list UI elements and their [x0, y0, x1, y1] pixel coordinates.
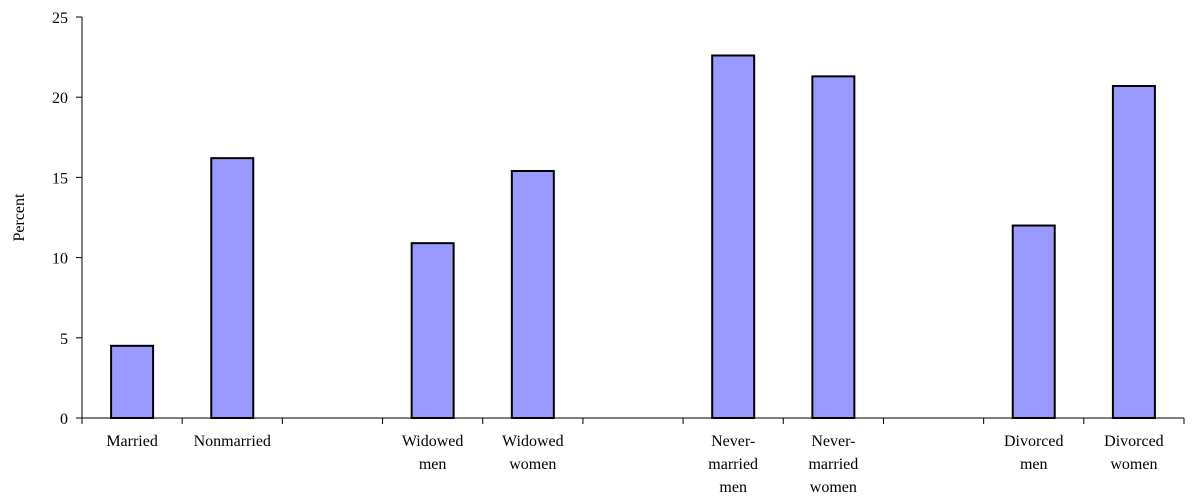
x-category-label-line: Divorced	[1104, 433, 1164, 450]
x-category-label: Never-married men	[708, 433, 758, 496]
x-category-label-line: men	[1020, 456, 1048, 473]
x-category-label-line: men	[419, 456, 447, 473]
x-category-label-line: women	[509, 456, 556, 473]
x-category-label-line: women	[1110, 456, 1157, 473]
bar	[410, 242, 455, 419]
bars	[110, 54, 1156, 420]
x-category-label-line: Widowed	[502, 433, 564, 450]
x-category-label-line: Never-	[711, 433, 755, 450]
x-axis	[81, 417, 1185, 424]
x-category-label-line: Never-	[811, 433, 855, 450]
bar	[1111, 84, 1156, 420]
x-category-label: Married	[106, 433, 158, 450]
bar	[711, 54, 756, 419]
y-axis: 0 5 10 15 20 25	[52, 10, 83, 428]
y-tick-label: 0	[60, 411, 68, 428]
x-category-label: Never-married women	[808, 433, 858, 496]
x-category-label: Divorced women	[1104, 433, 1164, 473]
x-category-label: Divorced men	[1004, 433, 1064, 473]
x-category-label-line: Married	[106, 433, 158, 450]
x-category-label: Widowed men	[402, 433, 464, 473]
x-category-label-line: Nonmarried	[194, 433, 271, 450]
x-category-label-line: Widowed	[402, 433, 464, 450]
bar	[811, 75, 856, 420]
x-category-label-line: Divorced	[1004, 433, 1064, 450]
x-category-label-line: married	[808, 456, 858, 473]
y-tick-label: 20	[52, 90, 68, 107]
x-category-label-line: men	[719, 479, 747, 496]
y-tick-label: 10	[52, 251, 68, 268]
y-tick-label: 25	[52, 10, 68, 27]
bar	[1011, 224, 1056, 419]
bar	[510, 169, 555, 419]
x-category-label-line: women	[810, 479, 857, 496]
y-tick-label: 15	[52, 170, 68, 187]
y-axis-title: Percent	[11, 193, 28, 242]
y-tick-label: 5	[60, 331, 68, 348]
x-category-label: Nonmarried	[194, 433, 271, 450]
x-category-label: Widowed women	[502, 433, 564, 473]
bar	[110, 344, 155, 420]
bar	[210, 157, 255, 419]
x-category-label-line: married	[708, 456, 758, 473]
